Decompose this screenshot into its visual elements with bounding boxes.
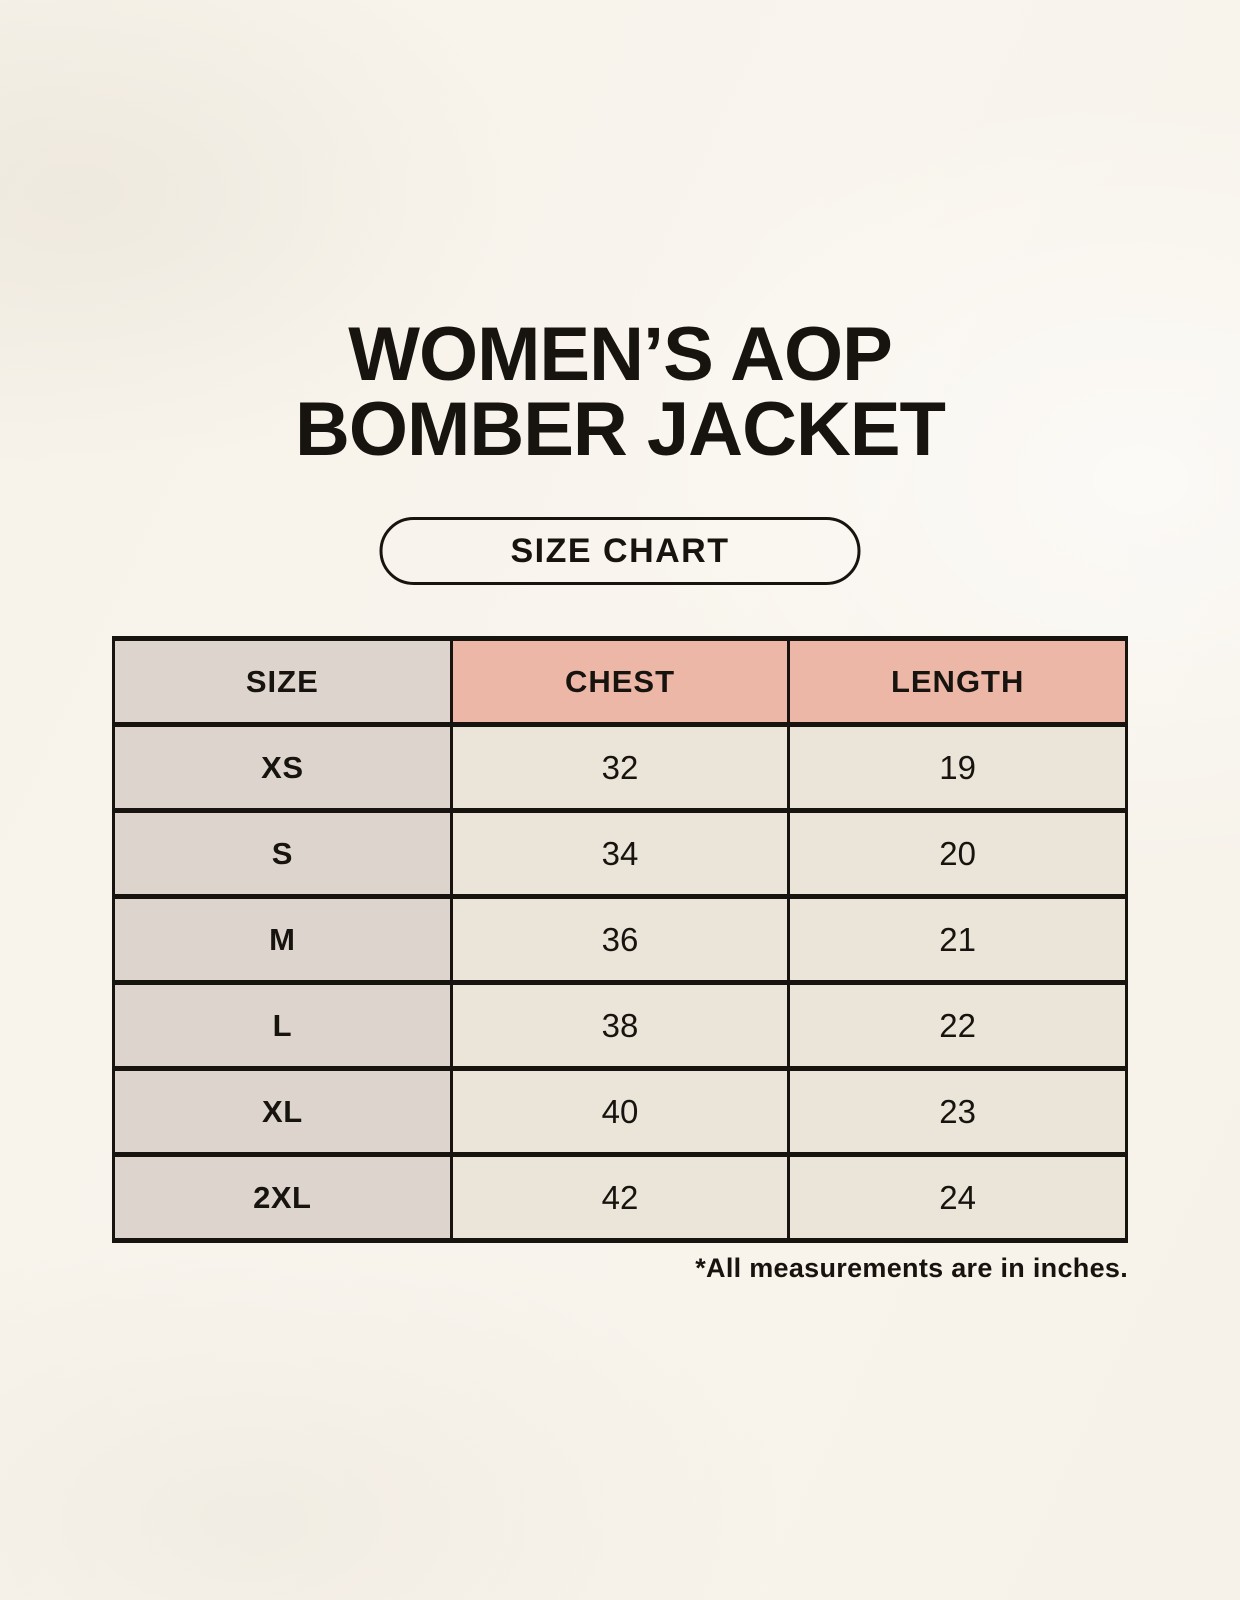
table-row: XS 32 19 bbox=[112, 722, 1128, 813]
table-row: S 34 20 bbox=[112, 808, 1128, 899]
table-row: XL 40 23 bbox=[112, 1066, 1128, 1157]
size-cell: XS bbox=[112, 722, 453, 813]
size-cell: L bbox=[112, 980, 453, 1071]
size-chart-table: SIZE CHEST LENGTH XS 32 19 S 34 20 M 36 … bbox=[112, 636, 1128, 1243]
size-cell: M bbox=[112, 894, 453, 985]
table-header-row: SIZE CHEST LENGTH bbox=[112, 636, 1128, 727]
length-cell: 20 bbox=[787, 808, 1128, 899]
length-cell: 23 bbox=[787, 1066, 1128, 1157]
column-header-length: LENGTH bbox=[787, 636, 1128, 727]
measurements-note: *All measurements are in inches. bbox=[695, 1253, 1128, 1283]
chest-cell: 40 bbox=[449, 1066, 791, 1157]
column-header-size: SIZE bbox=[112, 636, 453, 727]
size-cell: S bbox=[112, 808, 453, 899]
page-title-line1: WOMEN’S AOP bbox=[348, 312, 893, 397]
size-chart-button[interactable]: SIZE CHART bbox=[379, 517, 861, 585]
chest-cell: 36 bbox=[449, 894, 791, 985]
chest-cell: 42 bbox=[449, 1152, 791, 1243]
length-cell: 22 bbox=[787, 980, 1128, 1071]
length-cell: 19 bbox=[787, 722, 1128, 813]
chest-cell: 38 bbox=[449, 980, 791, 1071]
length-cell: 24 bbox=[787, 1152, 1128, 1243]
size-cell: 2XL bbox=[112, 1152, 453, 1243]
size-cell: XL bbox=[112, 1066, 453, 1157]
page-title-line2: BOMBER JACKET bbox=[295, 387, 946, 473]
chest-cell: 34 bbox=[449, 808, 791, 899]
table-row: L 38 22 bbox=[112, 980, 1128, 1071]
table-row: 2XL 42 24 bbox=[112, 1152, 1128, 1243]
column-header-chest: CHEST bbox=[449, 636, 791, 727]
table-row: M 36 21 bbox=[112, 894, 1128, 985]
length-cell: 21 bbox=[787, 894, 1128, 985]
chest-cell: 32 bbox=[449, 722, 791, 813]
page-title: WOMEN’S AOP BOMBER JACKET bbox=[0, 312, 1240, 473]
